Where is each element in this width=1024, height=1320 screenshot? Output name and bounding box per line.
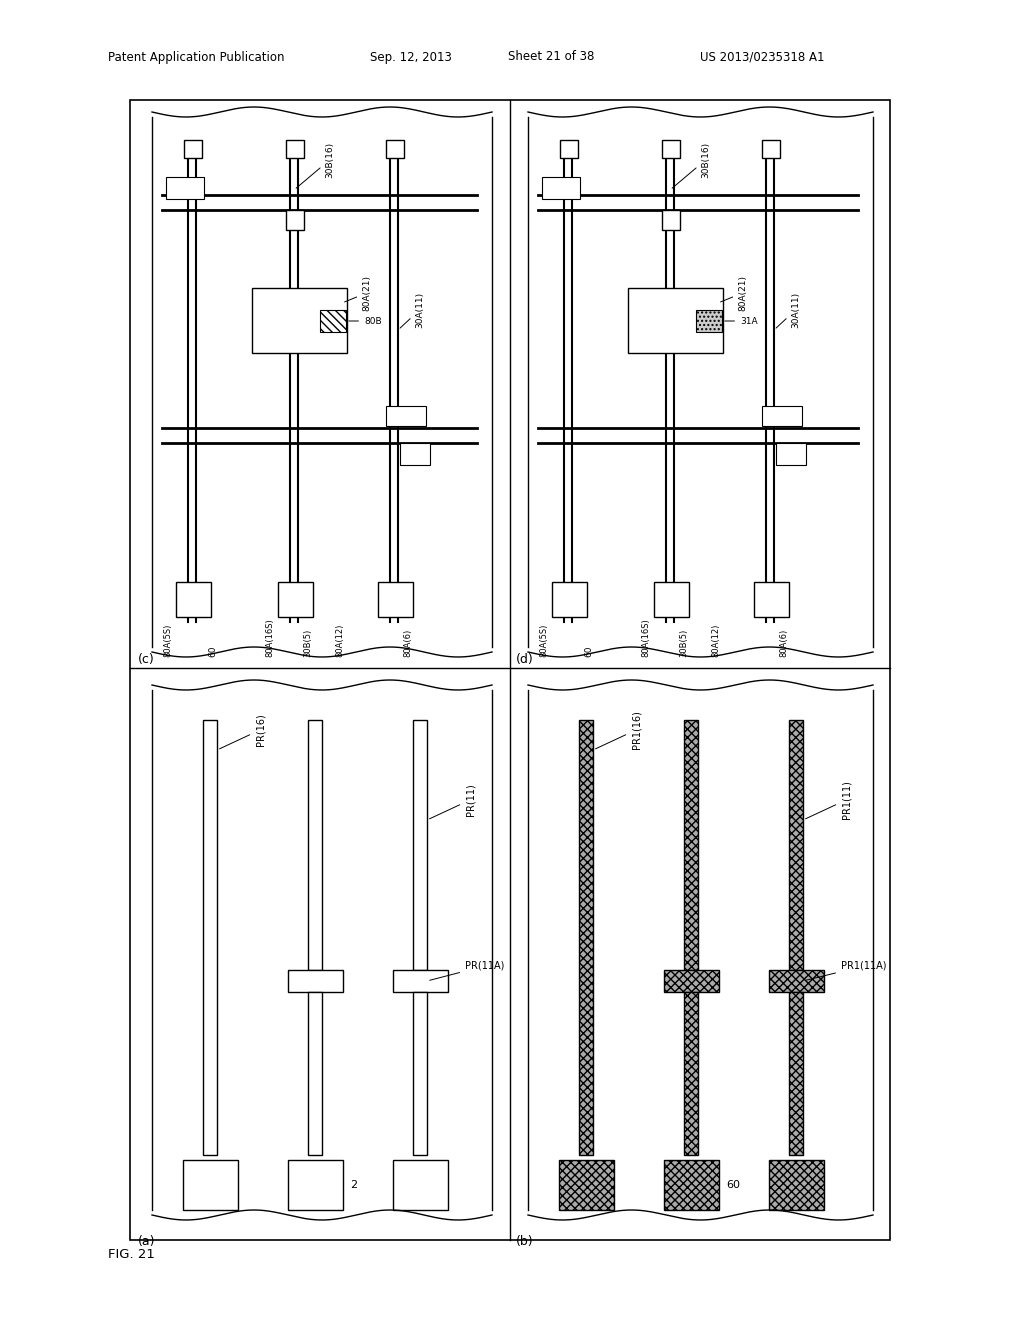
Bar [252,288,347,352]
Bar [400,444,430,465]
Text: 80A(6): 80A(6) [779,628,788,657]
Bar [286,210,304,230]
Bar [684,993,698,1155]
Bar [288,1160,343,1210]
Text: 60: 60 [726,1180,740,1191]
Text: Sheet 21 of 38: Sheet 21 of 38 [508,50,594,63]
Bar [308,993,322,1155]
Text: 60: 60 [585,645,594,657]
Text: (b): (b) [516,1236,534,1249]
Bar [790,719,803,970]
Bar [130,100,890,1239]
Text: PR(16): PR(16) [219,714,265,748]
Text: (d): (d) [516,653,534,667]
Bar [559,1160,614,1210]
Text: 80A(21): 80A(21) [721,275,746,312]
Text: 80A(16S): 80A(16S) [641,618,650,657]
Bar [654,582,689,616]
Bar [664,1160,719,1210]
Text: 60: 60 [209,645,217,657]
Bar [288,970,343,993]
Bar [696,310,722,333]
Bar [286,140,304,158]
Bar [166,177,204,199]
Bar [176,582,211,616]
Bar [552,582,587,616]
Bar [393,1160,449,1210]
Text: 30A(11): 30A(11) [776,292,800,329]
Bar [413,993,427,1155]
Bar [662,210,680,230]
Text: 30B(16): 30B(16) [672,143,710,189]
Bar [628,288,723,352]
Text: Patent Application Publication: Patent Application Publication [108,50,285,63]
Bar [754,582,790,616]
Bar [662,140,680,158]
Text: 30A(11): 30A(11) [400,292,424,329]
Text: 80A(6): 80A(6) [403,628,413,657]
Bar [184,140,202,158]
Text: 31A: 31A [725,317,758,326]
Bar [393,970,449,993]
Text: PR1(16): PR1(16) [596,710,641,750]
Text: 30B(16): 30B(16) [296,143,334,189]
Text: Sep. 12, 2013: Sep. 12, 2013 [370,50,452,63]
Bar [386,140,404,158]
Bar [790,993,803,1155]
Bar [203,719,217,1155]
Text: 80A(12): 80A(12) [336,623,344,657]
Text: FIG. 21: FIG. 21 [108,1249,155,1262]
Bar [776,444,806,465]
Text: 80A(5S): 80A(5S) [540,623,549,657]
Text: PR(11A): PR(11A) [430,961,505,981]
Text: 80A(16S): 80A(16S) [265,618,274,657]
Bar [769,1160,824,1210]
Bar [542,177,580,199]
Text: 80A(12): 80A(12) [712,623,721,657]
Bar [386,407,426,426]
Bar [664,970,719,993]
Text: 80B: 80B [349,317,382,326]
Bar [278,582,313,616]
Text: 30B(5): 30B(5) [680,628,688,657]
Bar [378,582,413,616]
Text: 30B(5): 30B(5) [303,628,312,657]
Bar [762,407,802,426]
Text: US 2013/0235318 A1: US 2013/0235318 A1 [700,50,824,63]
Bar [769,970,824,993]
Bar [319,310,346,333]
Text: PR1(11A): PR1(11A) [806,961,887,981]
Text: 80A(5S): 80A(5S) [164,623,172,657]
Bar [308,719,322,970]
Bar [560,140,578,158]
Text: PR1(11): PR1(11) [806,780,851,820]
Bar [684,719,698,970]
Text: 2: 2 [350,1180,357,1191]
Bar [762,140,780,158]
Bar [183,1160,238,1210]
Bar [413,719,427,970]
Text: PR(11): PR(11) [429,784,475,818]
Text: 80A(21): 80A(21) [344,275,371,312]
Bar [579,719,593,1155]
Text: (c): (c) [138,653,155,667]
Text: (a): (a) [138,1236,156,1249]
